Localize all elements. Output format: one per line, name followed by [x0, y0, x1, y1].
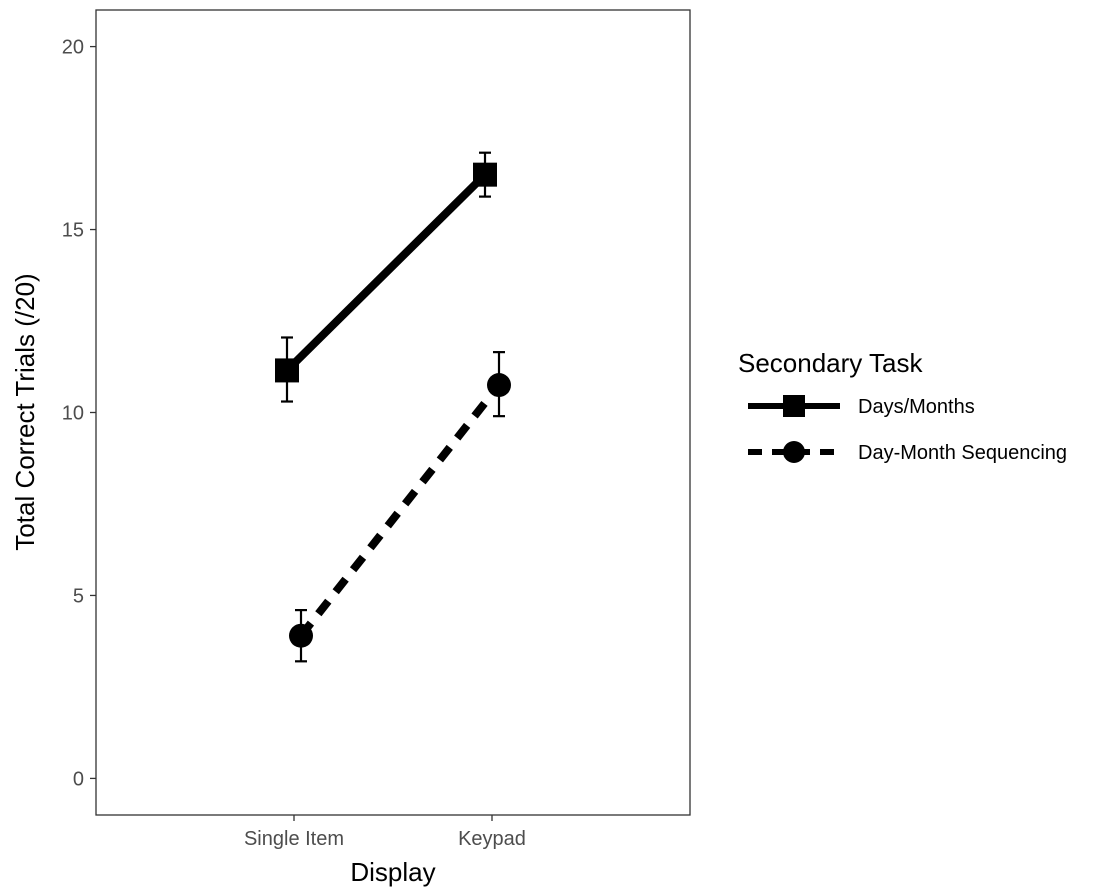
data-point — [487, 373, 511, 398]
y-axis-title: Total Correct Trials (/20) — [10, 273, 40, 550]
x-axis-title: Display — [350, 857, 435, 887]
legend-key-marker — [783, 395, 805, 417]
legend-label: Day-Month Sequencing — [858, 442, 1067, 464]
legend-title: Secondary Task — [738, 348, 924, 378]
panel-border — [95, 9, 691, 816]
y-axis: 0 5 10 15 20 — [62, 37, 96, 790]
legend-key-marker — [783, 441, 805, 463]
legend-label: Days/Months — [858, 396, 975, 418]
y-tick-label: 15 — [62, 220, 84, 242]
x-axis: Single Item Keypad — [244, 815, 526, 850]
x-tick-label: Single Item — [244, 828, 344, 850]
data-point — [275, 358, 299, 383]
data-point — [473, 162, 497, 187]
y-tick-label: 0 — [73, 768, 84, 790]
series-0 — [275, 151, 497, 403]
x-tick-label: Keypad — [458, 828, 526, 850]
y-tick-label: 20 — [62, 37, 84, 59]
y-tick-label: 5 — [73, 585, 84, 607]
series-line — [297, 382, 503, 639]
y-tick-label: 10 — [62, 403, 84, 425]
series-layer — [275, 151, 511, 663]
legend: Secondary Task Days/Months Day-Month Sequ… — [738, 348, 1067, 464]
series-line — [284, 171, 488, 374]
data-point — [289, 623, 313, 648]
series-1 — [289, 351, 511, 663]
